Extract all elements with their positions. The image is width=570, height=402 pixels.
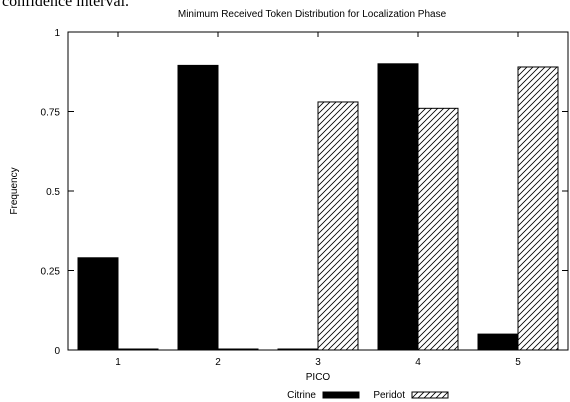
x-axis-label: PICO [306, 372, 331, 383]
bar-citrine-4 [377, 63, 419, 351]
x-tick-label-3: 3 [315, 357, 321, 368]
bar-citrine-5 [477, 333, 519, 351]
x-tick-label-4: 4 [415, 357, 421, 368]
bar-citrine-2 [177, 64, 219, 351]
cutoff-caption: confidence interval. [0, 0, 570, 16]
legend-swatch-peridot [411, 391, 449, 399]
y-tick-label: 0.25 [41, 267, 61, 278]
legend-label-peridot: Peridot [373, 390, 405, 401]
legend-label-citrine: Citrine [287, 390, 316, 401]
x-tick-label-1: 1 [115, 357, 121, 368]
legend: Citrine Peridot [287, 390, 449, 401]
y-tick-label: 1 [54, 28, 60, 39]
chart-title: Minimum Received Token Distribution for … [178, 9, 447, 20]
x-tick-label-5: 5 [515, 357, 521, 368]
bar-peridot-5 [517, 66, 559, 351]
y-tick-label: 0.5 [46, 187, 60, 198]
y-axis-label: Frequency [9, 167, 20, 214]
y-tick-label: 0 [54, 346, 60, 357]
bar-peridot-4 [417, 107, 459, 351]
bar-peridot-3 [317, 101, 359, 351]
bar-citrine-1 [77, 257, 119, 351]
legend-swatch-citrine [322, 391, 360, 399]
x-tick-label-2: 2 [215, 357, 221, 368]
y-tick-label: 0.75 [41, 108, 61, 119]
cutoff-caption-text: confidence interval. [2, 0, 130, 10]
